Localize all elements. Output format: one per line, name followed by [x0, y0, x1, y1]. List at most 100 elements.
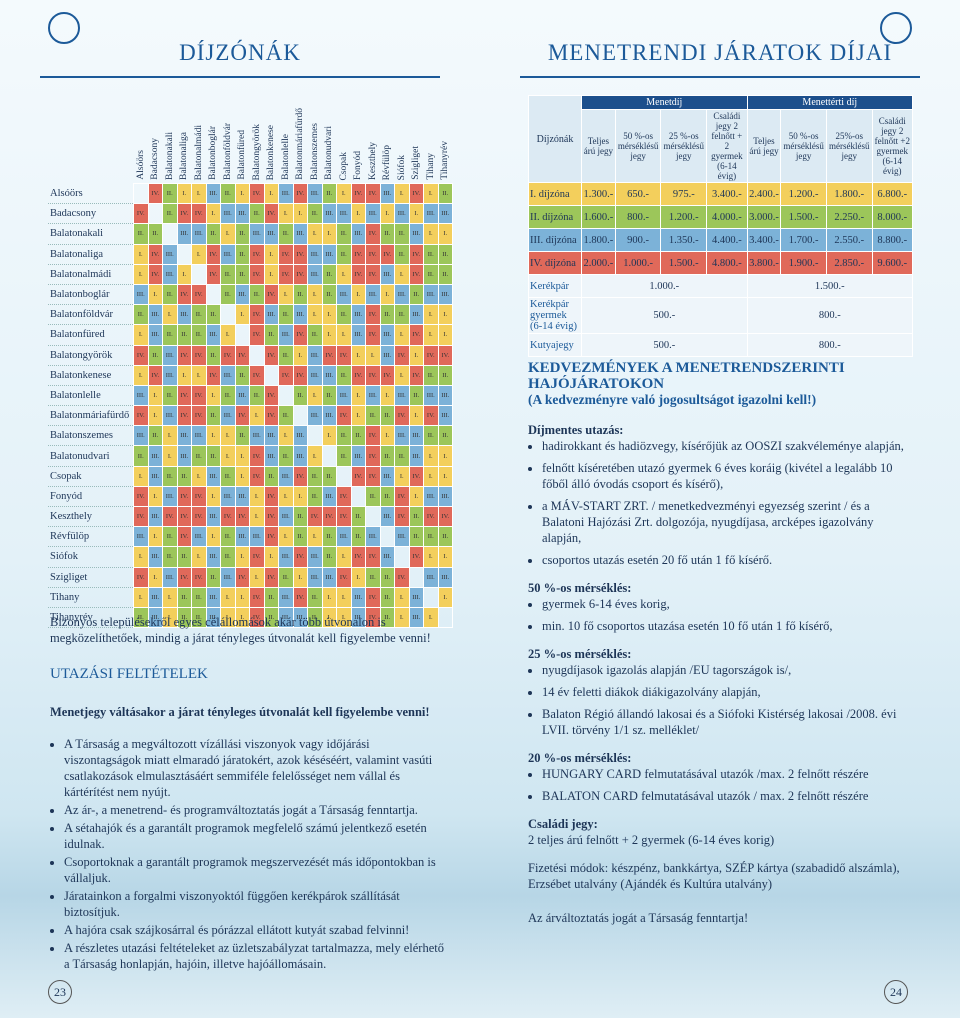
cell: III.: [394, 203, 410, 225]
cell: III.: [176, 425, 192, 447]
list: HUNGARY CARD felmutatásával utazók /max.…: [528, 766, 913, 804]
cell: I.: [220, 324, 236, 346]
town: Balatonszemes: [309, 123, 320, 180]
cell: IV.: [292, 324, 308, 346]
cell: I.: [423, 304, 439, 326]
cell: I.: [234, 606, 250, 629]
cell: III.: [437, 283, 453, 306]
cell: III.: [408, 586, 424, 608]
cell: IV.: [176, 566, 192, 588]
town: Balatonaliga: [179, 131, 190, 180]
cell: II.: [437, 182, 453, 205]
column-header: Teljes árú jegy: [581, 109, 616, 183]
cell: I.: [205, 526, 221, 548]
matrix-row: Alsóörs IV. II. I. I. III. II. I. IV. I. III. IV. II…: [48, 182, 453, 205]
cell: II.: [307, 324, 323, 346]
cell: I.: [162, 304, 178, 326]
cell: I.: [278, 485, 294, 508]
cell: III.: [307, 263, 323, 285]
heading: 50 %-os mérséklés:: [528, 581, 632, 595]
row-label: Tihanyrév: [48, 607, 134, 629]
cell: II.: [205, 223, 221, 245]
cell: IV.: [350, 364, 366, 386]
cell: III.: [350, 586, 366, 608]
cell: II.: [234, 263, 250, 285]
cell: III.: [205, 505, 221, 528]
cell: [162, 223, 178, 245]
cell: II.: [147, 223, 163, 245]
cell: IV.: [292, 243, 308, 265]
cell: II.: [321, 465, 337, 487]
item: HUNGARY CARD felmutatásával utazók /max.…: [542, 766, 913, 782]
column-header: Balatonszemes: [308, 95, 323, 184]
cell: III.: [292, 606, 308, 629]
cell: III.: [365, 384, 381, 407]
cell: II.: [292, 384, 308, 407]
cell: IV.: [133, 203, 149, 225]
cell: I.: [205, 384, 221, 407]
cell: I.: [321, 223, 337, 245]
cell: IV.: [176, 283, 192, 306]
cell: II.: [220, 263, 236, 285]
cell: I.: [437, 223, 453, 245]
cell: I.: [147, 485, 163, 508]
text: 2 teljes árú felnőtt + 2 gyermek (6-14 é…: [528, 833, 775, 847]
cell: I.: [394, 465, 410, 487]
town: Keszthely: [367, 142, 378, 180]
cell: IV.: [365, 304, 381, 326]
cell: I.: [249, 485, 265, 508]
cell: IV.: [365, 223, 381, 245]
row-label: III. díjzóna: [528, 228, 582, 252]
cell: II.: [220, 384, 236, 407]
cell: III.: [437, 566, 453, 588]
price: 1.800.-: [581, 228, 616, 252]
row-label: Keszthely: [48, 506, 134, 528]
cell: II.: [205, 566, 221, 588]
column-header: Balatonakali: [163, 95, 178, 184]
header-row: Teljes árú jegy 50 %-os mérséklésű jegy 25…: [529, 109, 914, 183]
cell: III.: [147, 606, 163, 629]
cell: II.: [220, 546, 236, 568]
cell: I.: [133, 465, 149, 487]
cell: IV.: [350, 243, 366, 265]
cell: II.: [278, 223, 294, 245]
cell: II.: [394, 304, 410, 326]
zone-header: Díjzónák: [528, 95, 582, 183]
row-label: Siófok: [48, 546, 134, 568]
column-header: Balatonlelle: [279, 95, 294, 184]
cell: III.: [350, 304, 366, 326]
cell: II.: [408, 283, 424, 306]
cell: II.: [307, 465, 323, 487]
column-header: Fonyód: [351, 95, 366, 184]
cell: II.: [321, 263, 337, 285]
cell: I.: [162, 606, 178, 629]
item: 14 év feletti diákok diákigazolvány alap…: [542, 684, 913, 700]
cell: IV.: [365, 546, 381, 568]
cell: III.: [133, 425, 149, 447]
cell: II.: [234, 223, 250, 245]
cell: II.: [220, 465, 236, 487]
price: 1.700.-: [780, 228, 828, 252]
price: 3.400.-: [746, 228, 782, 252]
cell: IV.: [263, 505, 279, 528]
cell: III.: [321, 566, 337, 588]
row-label: Balatonföldvár: [48, 304, 134, 326]
cell: I.: [234, 465, 250, 487]
cell: III.: [263, 304, 279, 326]
price: 1.300.-: [581, 182, 616, 206]
cell: III.: [423, 566, 439, 588]
town: Fonyód: [353, 150, 364, 180]
column-header: Balatonalmádi: [192, 95, 207, 184]
cell: IV.: [147, 263, 163, 285]
matrix-row: Balatonalmádi I. IV. III. I. IV. II. II. IV. I. IV…: [48, 263, 453, 285]
heading: 25 %-os mérséklés:: [528, 647, 632, 661]
column-header: Teljes árú jegy: [746, 109, 782, 183]
matrix-row: Balatonszemes III. II. I. III. III. I. I. II. III…: [48, 425, 453, 447]
price: 1.800.-: [826, 182, 873, 206]
cell: II.: [191, 586, 207, 608]
cell: I.: [423, 182, 439, 205]
cell: I.: [437, 465, 453, 487]
cell: III.: [220, 485, 236, 508]
cell: III.: [191, 425, 207, 447]
cell: III.: [205, 586, 221, 608]
